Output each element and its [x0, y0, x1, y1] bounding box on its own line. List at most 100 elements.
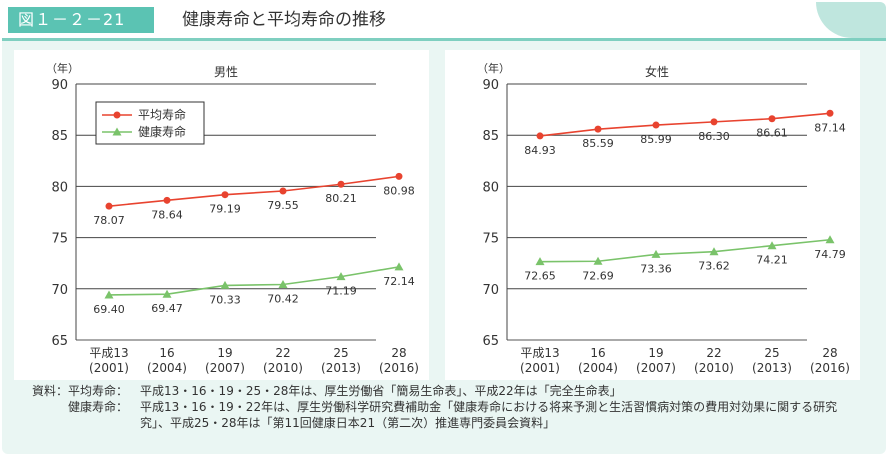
- data-label: 80.98: [383, 184, 415, 197]
- x-tick-label-year: (2004): [578, 361, 618, 375]
- data-point-healthy: [825, 235, 835, 244]
- chart-title: 男性: [214, 65, 238, 79]
- x-tick-label: 平成13: [89, 346, 128, 360]
- data-point-healthy: [767, 241, 777, 250]
- header-accent-shape: [816, 2, 886, 38]
- data-point-healthy: [162, 289, 172, 298]
- data-point-avg: [652, 121, 660, 129]
- x-tick-label-year: (2007): [636, 361, 676, 375]
- note-row-avg: 資料： 平均寿命： 平成13・16・19・25・28年は、厚生労働省「簡易生命表…: [32, 383, 837, 399]
- data-label: 78.07: [93, 214, 125, 227]
- data-point-avg: [826, 109, 834, 117]
- data-point-healthy: [278, 279, 288, 288]
- note-continuation: 究」、平成25・28年は「第11回健康日本21（第二次）推進専門委員会資料」: [140, 416, 556, 430]
- data-point-healthy: [709, 247, 719, 256]
- data-label: 80.21: [325, 192, 357, 205]
- x-tick-label: 平成13: [520, 346, 559, 360]
- data-label: 74.21: [756, 254, 788, 267]
- figure-header: 図１－２－21 健康寿命と平均寿命の推移: [2, 2, 886, 41]
- x-tick-label: 28: [822, 346, 837, 360]
- data-point-avg: [710, 118, 718, 126]
- x-tick-label-year: (2001): [520, 361, 560, 375]
- chart-female: 女性（年）657075808590平成13(2001)16(2004)19(20…: [477, 61, 886, 375]
- data-point-avg: [337, 180, 345, 188]
- data-point-avg: [163, 196, 171, 204]
- series-line: [539, 238, 831, 263]
- data-label: 70.33: [209, 293, 241, 306]
- x-tick-label-year: (2016): [379, 361, 419, 375]
- data-point-healthy: [220, 280, 230, 289]
- data-point-healthy: [535, 257, 545, 266]
- y-tick-label: 70: [51, 283, 68, 298]
- figure-title: 健康寿命と平均寿命の推移: [182, 10, 386, 30]
- x-tick-label: 16: [159, 346, 174, 360]
- x-tick-label: 19: [217, 346, 232, 360]
- data-label: 69.47: [151, 302, 183, 315]
- y-tick-label: 90: [51, 78, 68, 93]
- data-point-healthy: [336, 272, 346, 281]
- x-tick-label-year: (2010): [263, 361, 303, 375]
- y-tick-label: 65: [51, 334, 68, 349]
- data-point-avg: [221, 191, 229, 199]
- legend-marker-healthy: [112, 127, 122, 136]
- data-label: 73.62: [698, 260, 730, 273]
- y-tick-label: 75: [51, 232, 68, 247]
- y-tick-label: 80: [482, 180, 499, 195]
- data-point-healthy: [104, 290, 114, 299]
- x-tick-label: 19: [648, 346, 663, 360]
- data-label: 72.65: [524, 270, 556, 283]
- data-label: 84.93: [524, 144, 556, 157]
- x-tick-label: 28: [391, 346, 406, 360]
- legend-label: 平均寿命: [138, 107, 186, 122]
- data-label: 78.64: [151, 208, 183, 221]
- x-tick-label-year: (2013): [752, 361, 792, 375]
- data-label: 86.30: [698, 130, 730, 143]
- data-point-healthy: [593, 256, 603, 265]
- chart-title: 女性: [645, 64, 669, 79]
- x-axis-unit: （年）: [858, 346, 860, 360]
- data-point-healthy: [394, 262, 404, 271]
- x-tick-label-year: (2010): [694, 361, 734, 375]
- data-label: 85.59: [582, 137, 614, 150]
- y-axis-unit: （年）: [477, 61, 510, 75]
- data-label: 79.55: [267, 199, 299, 212]
- series-line: [539, 112, 831, 137]
- note-text-healthy: 平成13・16・19・22年は、厚生労働科学研究費補助金「健康寿命における将来予…: [140, 400, 838, 414]
- data-point-avg: [768, 115, 776, 123]
- x-axis-unit: （年）: [427, 346, 429, 360]
- x-tick-label-year: (2016): [810, 361, 850, 375]
- data-label: 87.14: [814, 121, 846, 134]
- data-label: 74.79: [814, 248, 846, 261]
- x-tick-label: 25: [333, 346, 348, 360]
- y-tick-label: 85: [482, 129, 499, 144]
- series-line: [108, 266, 400, 296]
- data-point-avg: [536, 132, 544, 140]
- series-line: [108, 175, 400, 207]
- data-label: 69.40: [93, 303, 125, 316]
- note-label-healthy: 健康寿命：: [68, 400, 129, 414]
- legend-label: 健康寿命: [138, 124, 186, 139]
- note-label-avg: 平均寿命：: [68, 384, 129, 398]
- source-notes: 資料： 平均寿命： 平成13・16・19・25・28年は、厚生労働省「簡易生命表…: [32, 383, 837, 431]
- data-point-healthy: [651, 249, 661, 258]
- y-axis-unit: （年）: [46, 61, 79, 75]
- y-tick-label: 65: [482, 334, 499, 349]
- figure-number-label: 図１－２－21: [8, 7, 154, 33]
- data-point-avg: [594, 125, 602, 133]
- chart-panel-female: 女性 （年） 65 70 75 80 85 90 平成13 (2001) 16 (2004) 19 (20…: [445, 50, 886, 380]
- data-point-avg: [395, 172, 403, 180]
- y-tick-label: 70: [482, 283, 499, 298]
- y-tick-label: 80: [51, 180, 68, 195]
- data-label: 71.19: [325, 285, 357, 298]
- x-tick-label-year: (2013): [321, 361, 361, 375]
- x-tick-label-year: (2001): [89, 361, 129, 375]
- data-label: 73.36: [640, 262, 672, 275]
- x-tick-label-year: (2007): [205, 361, 245, 375]
- note-prefix: 資料：: [32, 384, 69, 398]
- data-label: 70.42: [267, 292, 299, 305]
- data-point-avg: [105, 202, 113, 210]
- x-tick-label: 22: [275, 346, 290, 360]
- x-tick-label-year: (2004): [147, 361, 187, 375]
- chart-panel-male: 男性 （年） 65 70 75 80 85 90 平成13 (2001) 16 (2004) 19 (20…: [14, 50, 460, 380]
- data-label: 85.99: [640, 133, 672, 146]
